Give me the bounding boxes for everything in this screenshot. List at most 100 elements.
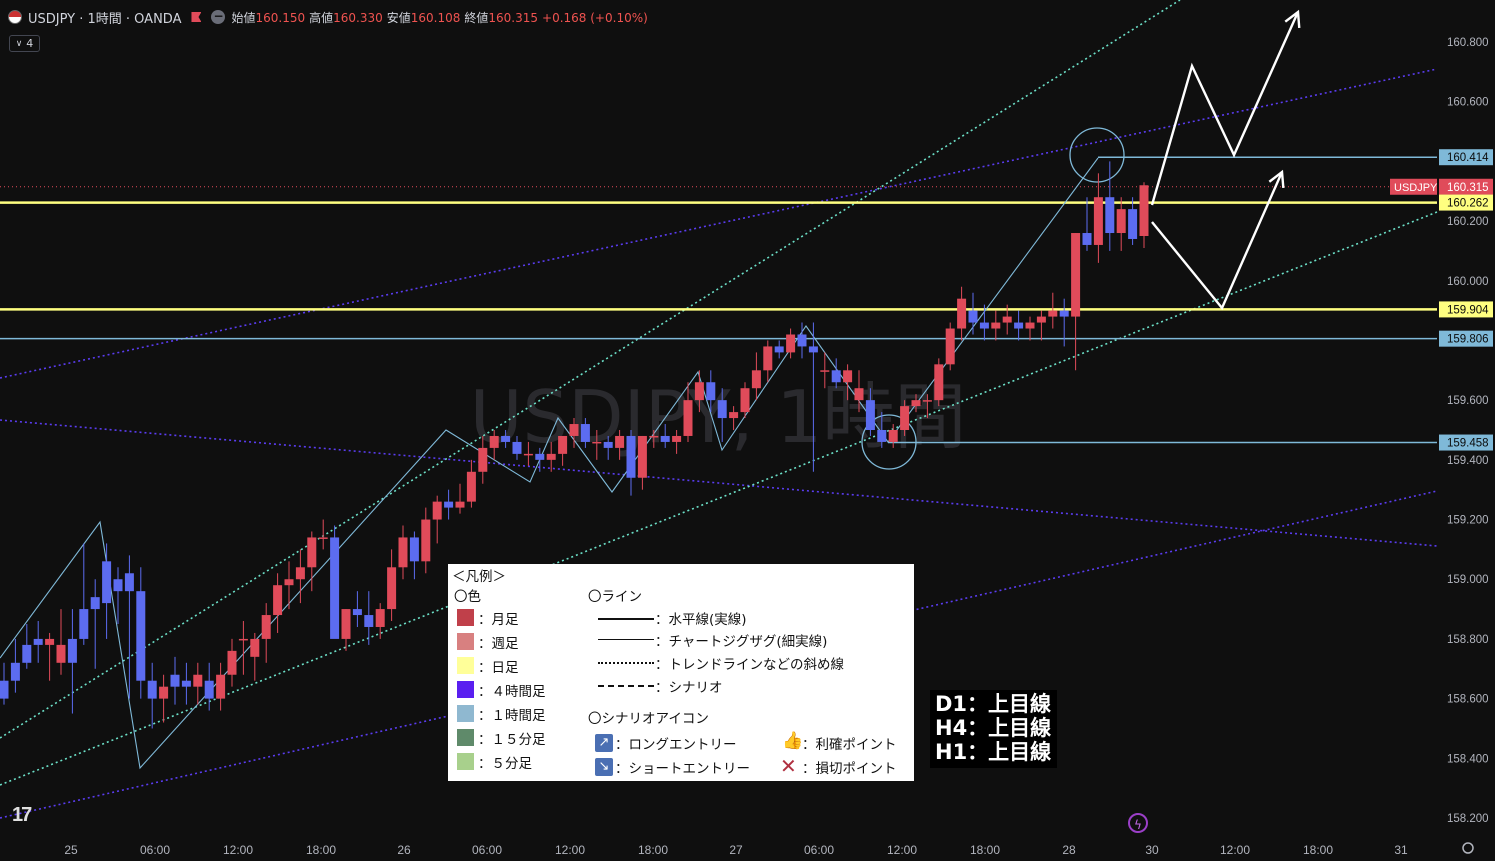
- legend-line-solid: [598, 618, 654, 620]
- candle-body: [831, 370, 841, 383]
- settings-gear-icon[interactable]: [1462, 842, 1474, 854]
- candle-body: [0, 680, 9, 699]
- candle-body: [273, 585, 283, 616]
- candle-body: [56, 644, 66, 663]
- candle-body: [409, 537, 419, 562]
- candle-body: [683, 400, 693, 436]
- highlight-circle: [1069, 127, 1125, 183]
- candle-body: [159, 686, 169, 699]
- price-tick-label: 160.800: [1447, 37, 1489, 49]
- price-tick-label: 160.000: [1447, 276, 1489, 288]
- legend-color-label: ：週足: [478, 636, 519, 652]
- symbol-tag-label: USDJPY: [1394, 182, 1438, 194]
- legend-swatch: [457, 681, 474, 698]
- legend-color-label: ：５分足: [478, 756, 532, 772]
- candle-body: [1082, 233, 1092, 245]
- scenario-line: [1150, 11, 1300, 206]
- legend-swatch: [457, 657, 474, 674]
- candle-body: [67, 638, 77, 663]
- candle-body: [421, 519, 431, 562]
- candle-body: [227, 650, 237, 675]
- price-tick-label: 160.200: [1447, 216, 1489, 228]
- legend-color-label: ：月足: [478, 612, 519, 628]
- price-tag: [1439, 330, 1493, 347]
- candle-body: [649, 435, 659, 438]
- candle-body: [592, 441, 602, 444]
- symbol-title[interactable]: USDJPY · 1時間 · OANDA: [28, 11, 182, 27]
- candle-body: [478, 447, 488, 472]
- candle-body: [170, 674, 180, 687]
- candle-body: [1025, 322, 1035, 329]
- hide-indicator-icon[interactable]: −: [211, 9, 226, 24]
- ohlc-value: +0.168 (+0.10%): [542, 10, 648, 25]
- candle-body: [432, 501, 442, 520]
- cross-icon: ✕: [780, 754, 797, 778]
- time-tick-label: 12:00: [887, 843, 917, 857]
- highlight-circle: [861, 414, 917, 470]
- scenario-line: [1151, 171, 1284, 311]
- ohlc-value: 160.315: [488, 10, 539, 25]
- time-tick-label: 06:00: [140, 843, 170, 857]
- legend-icon-label: ：損切ポイント: [802, 761, 897, 777]
- price-tag-label: 160.262: [1447, 198, 1489, 210]
- legend-line-label: ：トレンドラインなどの斜め線: [655, 657, 844, 673]
- time-tick-label: 18:00: [306, 843, 336, 857]
- candle-body: [569, 424, 579, 436]
- legend-icon-label: ：利確ポイント: [802, 737, 897, 753]
- ohlc-key: 安値: [386, 10, 411, 25]
- legend-icon-label: ：ショートエントリー: [615, 761, 750, 777]
- candle-body: [1048, 310, 1058, 317]
- zigzag-line: [0, 157, 1099, 770]
- ohlc-value: 160.108: [410, 10, 461, 25]
- legend-line-label: ：チャートジグザグ(細実線): [655, 634, 828, 650]
- candle-body: [706, 382, 716, 401]
- price-tag: [1439, 149, 1493, 166]
- candle-body: [1059, 310, 1069, 317]
- candle-body: [455, 501, 465, 508]
- price-tick-label: 160.600: [1447, 97, 1489, 109]
- candle-body: [740, 388, 750, 413]
- price-tag: [1439, 178, 1493, 195]
- time-tick-label: 12:00: [1220, 843, 1250, 857]
- time-tick-label: 31: [1394, 843, 1408, 857]
- candle-body: [603, 441, 613, 448]
- time-tick-label: 28: [1062, 843, 1076, 857]
- time-tick-label: 25: [64, 843, 78, 857]
- tradingview-logo[interactable]: 17: [12, 804, 32, 826]
- ohlc-key: 始値: [231, 10, 256, 25]
- candle-body: [501, 435, 511, 442]
- candle-body: [523, 453, 533, 456]
- candle-body: [797, 334, 807, 347]
- candle-body: [216, 674, 226, 699]
- time-tick-label: 12:00: [555, 843, 585, 857]
- lightning-icon[interactable]: ϟ: [1128, 813, 1148, 833]
- candle-body: [637, 435, 647, 478]
- candle-body: [694, 382, 704, 401]
- legend-color-label: ：４時間足: [478, 684, 546, 700]
- time-tick-label: 18:00: [1303, 843, 1333, 857]
- candle-body: [124, 573, 134, 592]
- flag-marker-icon[interactable]: [191, 12, 202, 22]
- legend-color-label: ：１５分足: [478, 732, 546, 748]
- candle-body: [911, 400, 921, 407]
- candle-body: [865, 400, 875, 430]
- thumbs-up-icon: 👍: [782, 731, 804, 751]
- legend-swatch: [457, 753, 474, 770]
- candle-body: [295, 567, 305, 580]
- candle-body: [763, 346, 773, 371]
- candle-body: [193, 674, 203, 687]
- legend-swatch: [457, 705, 474, 722]
- direction-h1: H1：上目線: [935, 740, 1052, 764]
- long-entry-icon: ↗: [595, 734, 613, 752]
- legend-line-heading: 〇ライン: [588, 589, 642, 605]
- time-tick-label: 30: [1145, 843, 1159, 857]
- candle-body: [626, 435, 636, 478]
- price-tag-label: 159.458: [1447, 438, 1489, 450]
- candle-body: [808, 346, 818, 353]
- candle-body: [957, 298, 967, 329]
- candle-body: [512, 441, 522, 454]
- direction-h4: H4：上目線: [935, 716, 1052, 740]
- price-tick-label: 158.200: [1447, 813, 1489, 825]
- candle-body: [90, 597, 100, 610]
- indicators-toggle[interactable]: ∨ 4: [9, 35, 40, 52]
